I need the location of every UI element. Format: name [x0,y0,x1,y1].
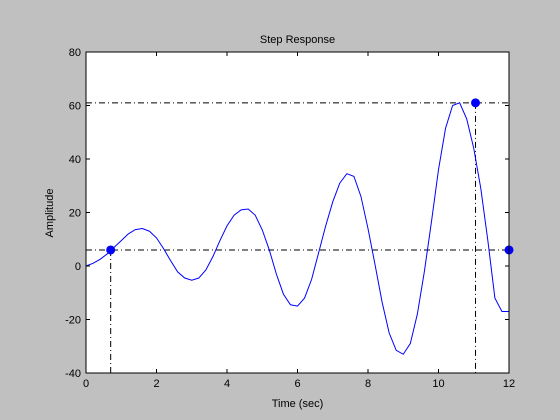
y-tick-label: -40 [65,368,81,380]
y-tick-label: 60 [69,101,81,113]
y-tick-label: 0 [75,261,81,273]
x-axis-label: Time (sec) [272,398,324,410]
x-tick-label: 4 [224,378,230,390]
plot-area [86,52,509,373]
axis-ticks: 0 2 4 6 8 10 12 -40 -20 0 20 40 60 80 [65,47,515,390]
x-tick-label: 6 [294,378,300,390]
marker-point-1 [471,98,481,108]
x-tick-label: 8 [365,378,371,390]
y-tick-label: 20 [69,208,81,220]
y-axis-label: Amplitude [44,189,56,238]
y-tick-label: 80 [69,47,81,59]
x-tick-label: 0 [83,378,89,390]
x-tick-label: 12 [503,378,515,390]
marker-point-0 [106,245,116,255]
response-line [85,102,509,355]
x-tick-label: 10 [432,378,444,390]
x-tick-label: 2 [153,378,159,390]
chart-title: Step Response [260,34,335,46]
y-tick-label: 40 [69,154,81,166]
y-tick-label: -20 [65,315,81,327]
